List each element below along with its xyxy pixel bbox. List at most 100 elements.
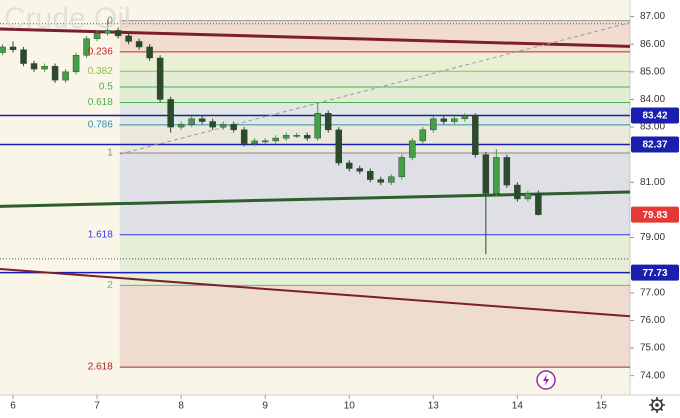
candle-body (20, 49, 27, 64)
candle-body (388, 176, 395, 183)
candle-body (409, 140, 416, 158)
fib-bands (119, 20, 631, 368)
fib-band (119, 51, 631, 72)
candle-body (324, 113, 332, 131)
candle-body (282, 135, 290, 139)
candle-body (62, 71, 69, 81)
candle-body (303, 135, 311, 139)
candle-body (314, 113, 321, 139)
fib-ratio-label: 0.382 (88, 66, 113, 77)
candle-body (493, 157, 500, 194)
candle-body (472, 115, 479, 155)
candle-body (198, 118, 206, 122)
candles (0, 19, 542, 255)
candle-body (209, 121, 216, 128)
y-tick-label: 87.00 (640, 11, 665, 22)
y-tick-label: 75.00 (640, 343, 665, 354)
fib-ratio-label: 0.236 (88, 47, 113, 58)
x-tick-label: 7 (94, 401, 100, 412)
candle-body (346, 162, 353, 169)
price-label-box (631, 136, 679, 153)
candle-body (535, 193, 542, 215)
x-tick-label: 8 (178, 401, 184, 412)
candle-body (177, 124, 185, 128)
y-tick-label: 84.00 (640, 94, 665, 105)
settings-button[interactable] (649, 397, 665, 413)
x-tick-label: 14 (512, 401, 524, 412)
candle-body (219, 124, 227, 128)
candle-body (41, 66, 48, 70)
candle-body (167, 99, 174, 128)
candle-body (451, 118, 458, 122)
fib-ratio-label: 1.618 (88, 229, 113, 240)
fib-band (119, 102, 631, 125)
price-label-box (631, 206, 679, 223)
candle-body (0, 46, 6, 53)
price-label: 82.37 (642, 140, 667, 151)
lightning-button[interactable] (536, 370, 556, 390)
fib-band (119, 124, 631, 154)
fib-ratio-label: 0.618 (88, 97, 113, 108)
fib-ratio-label: 2.618 (88, 362, 113, 373)
fib-ratio-label: 1 (107, 148, 113, 159)
candle-body (30, 63, 38, 70)
candle-body (377, 179, 385, 183)
fib-band (119, 71, 631, 88)
candle-body (335, 129, 342, 164)
candle-body (188, 118, 195, 125)
fib-band (119, 234, 631, 286)
candle-body (9, 46, 17, 50)
candle-body (51, 66, 59, 81)
price-label-box (631, 264, 679, 281)
x-tick-label: 15 (596, 401, 608, 412)
price-label: 77.73 (642, 268, 667, 279)
fib-ratio-label: 2 (107, 280, 113, 291)
candle-body (419, 129, 427, 142)
candle-body (230, 124, 237, 131)
trendline (0, 268, 631, 318)
trendline (119, 22, 631, 155)
candle-body (524, 193, 532, 200)
candle-body (261, 140, 269, 143)
x-tick-label: 6 (10, 401, 16, 412)
candle-body (430, 118, 437, 131)
price-axis (630, 0, 680, 395)
candle-body (156, 57, 164, 100)
candle-body (104, 30, 111, 34)
price-label: 83.42 (642, 111, 667, 122)
candle-body (293, 135, 300, 137)
candle-body (125, 35, 132, 42)
candle-body (135, 41, 143, 48)
candle-body (251, 140, 258, 144)
candle-body (440, 118, 448, 122)
candle-body (514, 184, 521, 200)
y-tick-label: 77.00 (640, 287, 665, 298)
candle-body (93, 32, 101, 39)
candle-body (356, 168, 364, 172)
fib-band (119, 285, 631, 368)
watermark-title: Crude Oil (4, 2, 131, 35)
candle-body (114, 30, 122, 37)
y-tick-label: 79.00 (640, 232, 665, 243)
fib-ratio-label: 0.786 (88, 119, 113, 130)
price-label: 79.83 (642, 210, 667, 221)
fib-band (119, 87, 631, 103)
candle-body (83, 38, 90, 56)
x-tick-label: 10 (344, 401, 356, 412)
labels: 87.00 86.00 85.00 84.00 83.00 81.00 79.00 77.00… (10, 11, 679, 412)
candle-body (146, 46, 153, 59)
fib-band (119, 20, 631, 52)
candle-body (367, 171, 374, 180)
candle-body (503, 157, 511, 186)
y-tick-label: 86.00 (640, 39, 665, 50)
candle-body (72, 54, 80, 73)
y-tick-label: 74.00 (640, 370, 665, 381)
candle-body (398, 157, 406, 178)
y-tick-label: 85.00 (640, 66, 665, 77)
price-label-box (631, 107, 679, 124)
candle-body (461, 115, 469, 120)
candle-body (482, 154, 490, 194)
fib-ratio-label: 0 (107, 15, 113, 26)
candle-body (240, 129, 248, 144)
